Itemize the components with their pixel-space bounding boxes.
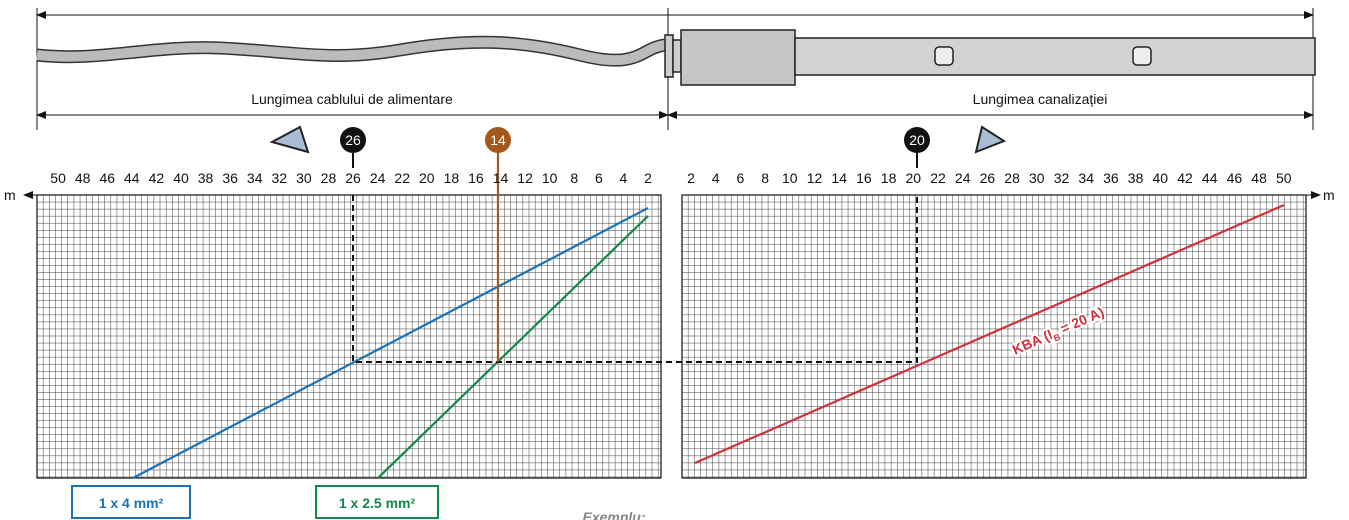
tick-label: 28 bbox=[1004, 170, 1020, 186]
tick-label: 6 bbox=[737, 170, 745, 186]
tick-label: 46 bbox=[99, 170, 115, 186]
tick-label: 12 bbox=[807, 170, 823, 186]
tick-label: 34 bbox=[1078, 170, 1094, 186]
tick-label: 20 bbox=[419, 170, 435, 186]
tick-label: 22 bbox=[394, 170, 410, 186]
tick-label: 2 bbox=[687, 170, 695, 186]
grid-frame bbox=[36, 194, 662, 479]
tick-label: 48 bbox=[75, 170, 91, 186]
tick-label: 18 bbox=[881, 170, 897, 186]
tick-label: 24 bbox=[370, 170, 386, 186]
tick-label: 18 bbox=[444, 170, 460, 186]
connector bbox=[664, 34, 674, 78]
marker-label: 14 bbox=[490, 132, 506, 148]
tick-label: 48 bbox=[1251, 170, 1267, 186]
tick-label: 42 bbox=[149, 170, 165, 186]
tick-label: 38 bbox=[1128, 170, 1144, 186]
kba-suffix: = 20 A) bbox=[1054, 304, 1106, 339]
tick-label: 6 bbox=[595, 170, 603, 186]
curve-label: 1 x 2.5 mm² bbox=[339, 495, 416, 511]
label-box bbox=[71, 485, 191, 519]
curve-4mm bbox=[132, 207, 649, 479]
curve-2-5mm bbox=[377, 215, 649, 479]
tick-label: 8 bbox=[761, 170, 769, 186]
example-path bbox=[352, 195, 918, 363]
axis-unit: m bbox=[1323, 187, 1335, 203]
kba-label: KBA (IB = 20 A) bbox=[1010, 304, 1108, 361]
tick-label: 12 bbox=[517, 170, 533, 186]
marker bbox=[485, 127, 511, 153]
tick-label: 32 bbox=[1054, 170, 1070, 186]
tick-label: 8 bbox=[570, 170, 578, 186]
eye-icon bbox=[269, 125, 310, 154]
tick-label: 10 bbox=[782, 170, 798, 186]
tick-label: 30 bbox=[1029, 170, 1045, 186]
tick-label: 28 bbox=[321, 170, 337, 186]
curve-label: 1 x 4 mm² bbox=[99, 495, 164, 511]
tick-label: 36 bbox=[222, 170, 238, 186]
marker-label: 26 bbox=[345, 132, 361, 148]
tick-label: 50 bbox=[50, 170, 66, 186]
tick-label: 44 bbox=[1202, 170, 1218, 186]
tap-off bbox=[934, 46, 954, 66]
grid bbox=[36, 194, 1307, 479]
tick-label: 24 bbox=[955, 170, 971, 186]
eye-icon bbox=[974, 125, 1007, 154]
label-box bbox=[315, 485, 439, 519]
tick-label: 40 bbox=[173, 170, 189, 186]
tick-label: 10 bbox=[542, 170, 558, 186]
tick-label: 26 bbox=[345, 170, 361, 186]
tick-label: 20 bbox=[906, 170, 922, 186]
marker bbox=[904, 127, 930, 153]
feed-unit bbox=[680, 29, 796, 86]
example-label: Exemplu: bbox=[582, 509, 645, 520]
tick-label: 4 bbox=[712, 170, 720, 186]
tick-label: 38 bbox=[198, 170, 214, 186]
grid-frame bbox=[681, 194, 1307, 479]
tick-label: 44 bbox=[124, 170, 140, 186]
tick-label: 46 bbox=[1227, 170, 1243, 186]
tick-label: 16 bbox=[468, 170, 484, 186]
tick-label: 34 bbox=[247, 170, 263, 186]
cable-length-label: Lungimea cablului de alimentare bbox=[251, 91, 453, 107]
busbar bbox=[794, 37, 1316, 76]
tap-off bbox=[1132, 46, 1152, 66]
tick-label: 16 bbox=[856, 170, 872, 186]
tick-label: 14 bbox=[831, 170, 847, 186]
marker bbox=[340, 127, 366, 153]
tick-label: 42 bbox=[1177, 170, 1193, 186]
tick-label: 36 bbox=[1103, 170, 1119, 186]
connector bbox=[672, 39, 682, 73]
duct-length-label: Lungimea canalizației bbox=[973, 91, 1108, 107]
tick-label: 26 bbox=[980, 170, 996, 186]
tick-label: 30 bbox=[296, 170, 312, 186]
tick-label: 22 bbox=[930, 170, 946, 186]
tick-label: 32 bbox=[272, 170, 288, 186]
cable bbox=[36, 37, 666, 66]
tick-label: 50 bbox=[1276, 170, 1292, 186]
tick-label: 40 bbox=[1153, 170, 1169, 186]
curve-kba bbox=[694, 203, 1285, 465]
tick-label: 2 bbox=[644, 170, 652, 186]
tick-label: 14 bbox=[493, 170, 509, 186]
axis-unit: m bbox=[4, 187, 16, 203]
marker-label: 20 bbox=[909, 132, 925, 148]
tick-label: 4 bbox=[620, 170, 628, 186]
